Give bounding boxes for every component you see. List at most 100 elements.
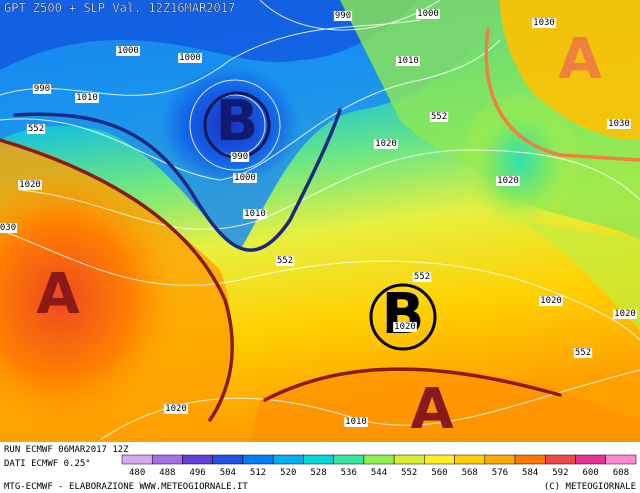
- isobar-label-bg: [243, 209, 267, 219]
- colorbar-label: 488: [159, 468, 175, 478]
- map-background: [0, 0, 640, 442]
- colorbar-label: 528: [310, 468, 326, 478]
- isobar-label-bg: [573, 348, 593, 358]
- colorbar-label: 592: [552, 468, 568, 478]
- isobar-label: 1030: [533, 18, 555, 28]
- isobar-label-bg: [18, 180, 42, 190]
- colorbar-swatch: [484, 454, 516, 465]
- isobar-label: 1020: [375, 139, 397, 149]
- isobar-label-bg: [230, 152, 250, 162]
- data-source: DATI ECMWF 0.25°: [4, 459, 91, 469]
- colorbar-swatch: [242, 454, 274, 465]
- isobar-label: 552: [575, 348, 591, 358]
- high-pressure-label: A: [558, 27, 602, 92]
- isobar-label: 552: [414, 272, 430, 282]
- isobar-label-bg: [396, 56, 420, 66]
- isobar-label: 1000: [417, 9, 439, 19]
- isobar-label-bg: [613, 309, 637, 319]
- colorbar-label: 576: [492, 468, 508, 478]
- isobar-label: 1010: [397, 56, 419, 66]
- colorbar-swatch: [545, 454, 576, 465]
- colorbar-label: 504: [220, 468, 236, 478]
- isobar-label: 1010: [76, 93, 98, 103]
- colorbar-label: 552: [401, 468, 417, 478]
- colorbar-swatch: [121, 454, 153, 465]
- isobar-label: 552: [431, 112, 447, 122]
- colorbar-swatch: [454, 454, 486, 465]
- low-pressure-label: B: [216, 89, 259, 154]
- front-lines: [0, 28, 640, 422]
- isobar-label: 030: [0, 223, 16, 233]
- colorbar-label: 496: [189, 468, 205, 478]
- isobar-label-bg: [539, 296, 563, 306]
- isobar-label: 1020: [165, 404, 187, 414]
- high-pressure-label: A: [36, 262, 80, 327]
- isobar-label: 990: [232, 152, 248, 162]
- colorbar-swatch: [605, 454, 637, 465]
- isobar-label: 990: [335, 11, 351, 21]
- isobar-label-bg: [275, 256, 295, 266]
- isobar-label-bg: [233, 173, 257, 183]
- map-title: GPT Z500 + SLP Val. 12Z16MAR2017: [4, 1, 235, 15]
- colorbar-swatch: [303, 454, 334, 465]
- isobar-label-bg: [416, 9, 440, 19]
- high-pressure-label: A: [410, 377, 454, 442]
- isobar-label-bg: [393, 322, 417, 332]
- isobar-label-bg: [344, 417, 368, 427]
- colorbar-label: 544: [371, 468, 387, 478]
- isobar-label-bg: [532, 18, 556, 28]
- isobar-label-bg: [116, 46, 140, 56]
- isobar-label: 1000: [117, 46, 139, 56]
- colorbar-swatch: [363, 454, 395, 465]
- isobar-label-bg: [496, 176, 520, 186]
- colorbar-swatch: [151, 454, 183, 465]
- isobar-label-bg: [429, 112, 449, 122]
- isobar-label-bg: [75, 93, 99, 103]
- colorbar-label: 536: [341, 468, 357, 478]
- colorbar-label: 480: [129, 468, 145, 478]
- colorbar-swatch: [212, 454, 244, 465]
- isobar-label-bg: [26, 124, 46, 134]
- colorbar-label: 560: [431, 468, 447, 478]
- isobar-label-bg: [412, 272, 432, 282]
- isobar-label-bg: [333, 11, 353, 21]
- isobar-label: 1000: [234, 173, 256, 183]
- footer-panel: [0, 442, 640, 493]
- isobar-label: 1010: [244, 209, 266, 219]
- isobar-label: 1020: [614, 309, 636, 319]
- isobar-label: 552: [277, 256, 293, 266]
- copyright: (C) METEOGIORNALE: [544, 482, 636, 492]
- isobar-label-bg: [374, 139, 398, 149]
- isobar-label: 1020: [497, 176, 519, 186]
- colorbar-label: 600: [583, 468, 599, 478]
- colorbar-swatch: [182, 454, 213, 465]
- isobar-label: 552: [28, 124, 44, 134]
- run-info: RUN ECMWF 06MAR2017 12Z: [4, 445, 129, 455]
- isobar-label-bg: [164, 404, 188, 414]
- isobar-label: 1000: [179, 53, 201, 63]
- isobar-label-bg: [607, 119, 631, 129]
- colorbar-label: 584: [522, 468, 538, 478]
- colorbar-label: 520: [280, 468, 296, 478]
- colorbar-label: 512: [250, 468, 266, 478]
- colorbar-label: 568: [462, 468, 478, 478]
- colorbar-swatch: [424, 454, 455, 465]
- isobar-label: 1010: [345, 417, 367, 427]
- low-ring: [369, 283, 437, 351]
- isobar-label-bg: [178, 53, 202, 63]
- isobar-label: 990: [34, 84, 50, 94]
- colorbar-swatch: [575, 454, 607, 465]
- isobar-label: 1020: [540, 296, 562, 306]
- colorbar-swatch: [333, 454, 365, 465]
- isobar-label: 1030: [608, 119, 630, 129]
- low-pressure-label: B: [382, 282, 425, 347]
- isobar-label-bg: [0, 223, 18, 233]
- colorbar-swatch: [272, 454, 304, 465]
- colorbar-swatch: [514, 454, 546, 465]
- isobar-label-bg: [32, 84, 52, 94]
- colorbar-label: 608: [613, 468, 629, 478]
- isobar-label: 1020: [19, 180, 41, 190]
- isobar-label: 1020: [394, 322, 416, 332]
- credit: MTG-ECMWF - ELABORAZIONE WWW.METEOGIORNA…: [4, 482, 248, 492]
